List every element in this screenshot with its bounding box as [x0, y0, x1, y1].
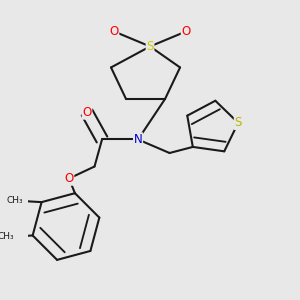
- Text: O: O: [182, 25, 191, 38]
- Text: O: O: [64, 172, 74, 185]
- Text: O: O: [110, 25, 118, 38]
- Text: S: S: [146, 40, 154, 53]
- Text: N: N: [134, 133, 142, 146]
- Text: S: S: [235, 116, 242, 129]
- Text: CH₃: CH₃: [0, 232, 14, 242]
- Text: O: O: [82, 106, 91, 119]
- Text: CH₃: CH₃: [6, 196, 23, 205]
